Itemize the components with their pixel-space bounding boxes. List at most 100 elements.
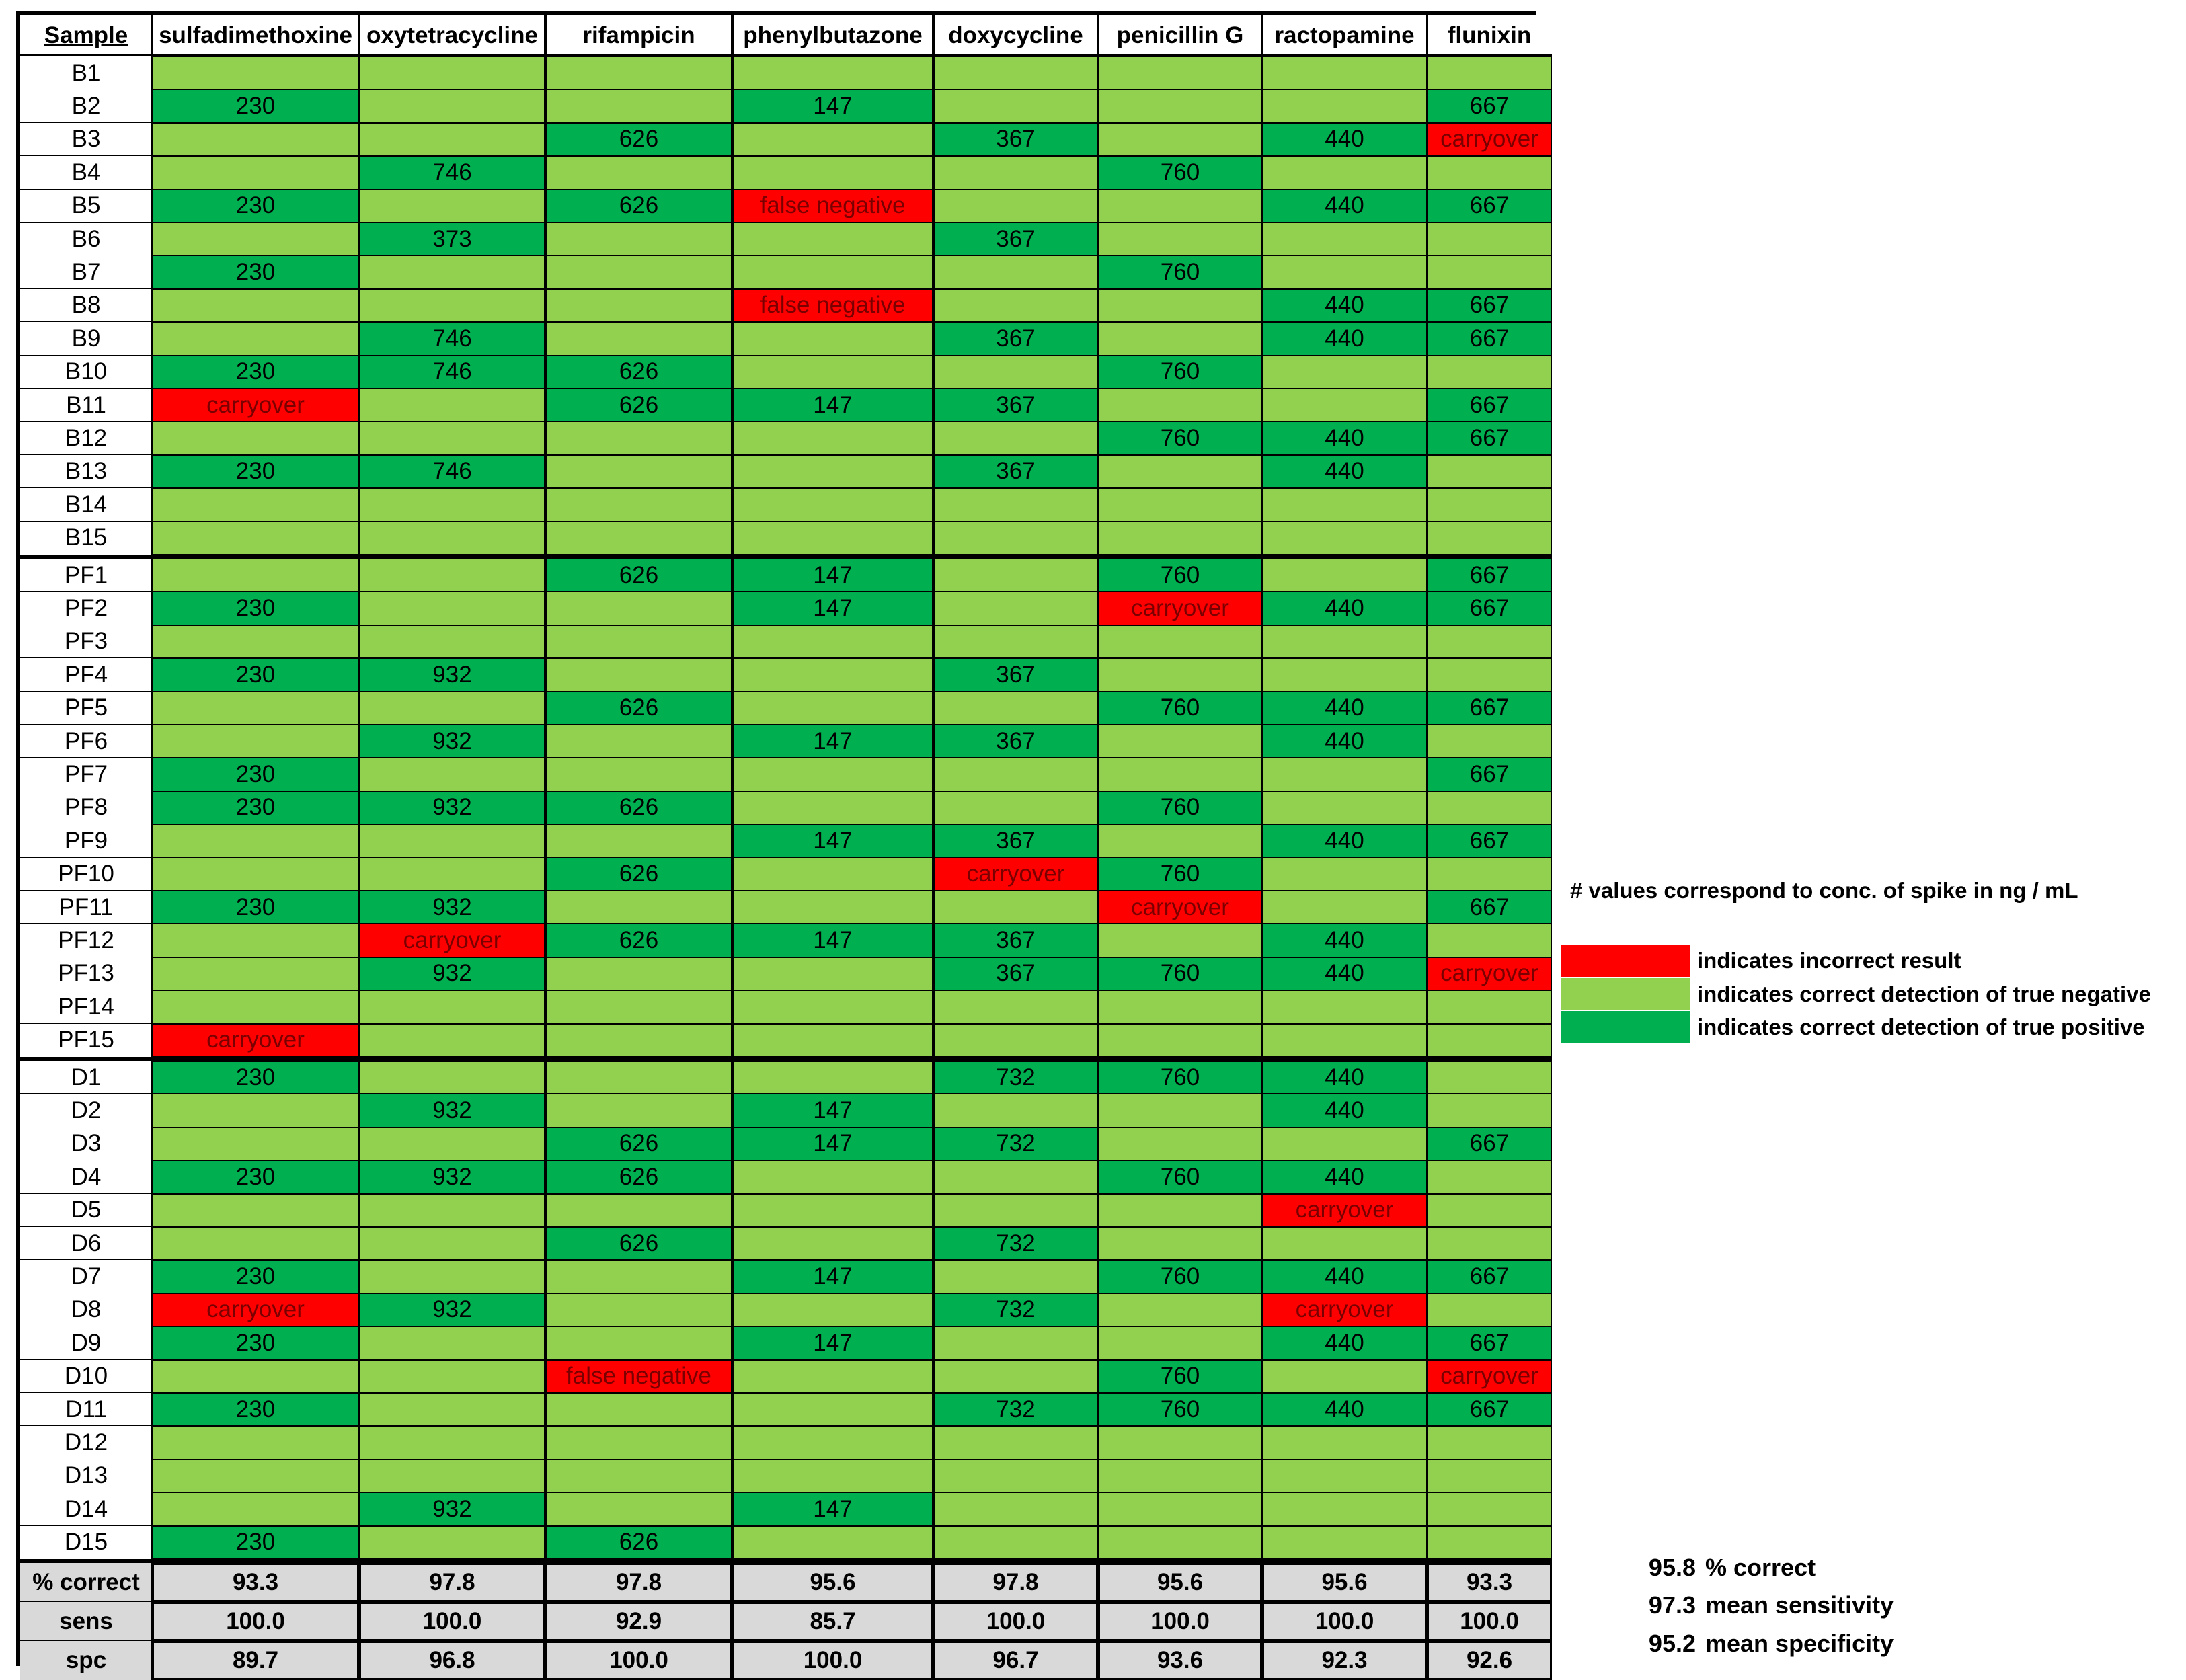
sample-label: PF5 bbox=[20, 691, 152, 725]
result-cell-neg bbox=[732, 521, 933, 555]
result-cell-pos: 230 bbox=[152, 1525, 359, 1559]
result-cell-pos: 230 bbox=[152, 1061, 359, 1094]
sample-label: D10 bbox=[20, 1359, 152, 1393]
result-cell-neg bbox=[545, 1094, 732, 1127]
result-cell-neg bbox=[1427, 625, 1552, 659]
sample-label: B9 bbox=[20, 322, 152, 356]
result-cell-neg bbox=[359, 824, 545, 858]
sample-label: B2 bbox=[20, 89, 152, 123]
result-cell-neg bbox=[1098, 1459, 1262, 1493]
result-cell-pos: 667 bbox=[1427, 592, 1552, 625]
result-cell-neg bbox=[933, 156, 1098, 190]
result-cell-neg bbox=[933, 1426, 1098, 1459]
result-cell-pos: 230 bbox=[152, 1160, 359, 1194]
column-header-penicillin-g: penicillin G bbox=[1098, 15, 1262, 56]
result-cell-bad: carryover bbox=[1262, 1193, 1427, 1227]
result-cell-pos: 367 bbox=[933, 322, 1098, 356]
result-cell-bad: false negative bbox=[732, 189, 933, 223]
result-cell-neg bbox=[1098, 454, 1262, 489]
result-cell-neg bbox=[359, 1393, 545, 1427]
result-cell-pos: 367 bbox=[933, 957, 1098, 991]
result-cell-pos: 367 bbox=[933, 223, 1098, 256]
result-cell-neg bbox=[152, 559, 359, 592]
sample-label: B10 bbox=[20, 355, 152, 389]
result-cell-neg bbox=[1427, 1227, 1552, 1261]
result-cell-pos: 230 bbox=[152, 891, 359, 924]
result-cell-neg bbox=[1098, 725, 1262, 758]
summary-value: 95.6 bbox=[1262, 1563, 1427, 1602]
result-cell-neg bbox=[933, 990, 1098, 1024]
sample-label: PF3 bbox=[20, 625, 152, 659]
column-header-oxytetracycline: oxytetracycline bbox=[359, 15, 545, 56]
result-cell-neg bbox=[1098, 990, 1262, 1024]
result-cell-neg bbox=[359, 625, 545, 659]
sample-label: PF8 bbox=[20, 791, 152, 825]
result-cell-pos: 367 bbox=[933, 725, 1098, 758]
result-cell-neg bbox=[152, 1426, 359, 1459]
legend-label-incorrect: indicates incorrect result bbox=[1697, 948, 1961, 973]
result-cell-neg bbox=[359, 1326, 545, 1360]
result-cell-pos: 147 bbox=[732, 592, 933, 625]
result-cell-neg bbox=[152, 1459, 359, 1493]
legend-swatch-incorrect bbox=[1561, 945, 1690, 977]
result-cell-pos: 667 bbox=[1427, 422, 1552, 455]
result-cell-neg bbox=[1427, 521, 1552, 555]
result-cell-neg bbox=[359, 691, 545, 725]
result-cell-pos: 230 bbox=[152, 1260, 359, 1293]
sample-label: PF13 bbox=[20, 957, 152, 991]
summary-label: spc bbox=[20, 1641, 152, 1680]
sample-label: PF14 bbox=[20, 990, 152, 1024]
result-cell-neg bbox=[359, 189, 545, 223]
result-cell-neg bbox=[1098, 658, 1262, 692]
result-cell-neg bbox=[545, 758, 732, 791]
result-cell-pos: 440 bbox=[1262, 1393, 1427, 1427]
result-cell-neg bbox=[152, 1127, 359, 1161]
result-cell-pos: 667 bbox=[1427, 559, 1552, 592]
result-cell-neg bbox=[1098, 924, 1262, 957]
result-cell-pos: 147 bbox=[732, 1094, 933, 1127]
summary-value: 100.0 bbox=[545, 1641, 732, 1680]
result-cell-neg bbox=[152, 1227, 359, 1261]
result-cell-neg bbox=[545, 1193, 732, 1227]
result-cell-neg bbox=[1262, 758, 1427, 791]
summary-value: 97.8 bbox=[933, 1563, 1098, 1602]
result-cell-neg bbox=[732, 1227, 933, 1261]
result-cell-neg bbox=[732, 1459, 933, 1493]
summary-value: 95.6 bbox=[1098, 1563, 1262, 1602]
summary-value: 100.0 bbox=[933, 1602, 1098, 1641]
result-cell-pos: 760 bbox=[1098, 1260, 1262, 1293]
result-cell-pos: 667 bbox=[1427, 322, 1552, 356]
column-header-doxycycline: doxycycline bbox=[933, 15, 1098, 56]
result-cell-neg bbox=[152, 625, 359, 659]
result-cell-pos: 230 bbox=[152, 1326, 359, 1360]
mean-specificity-value: 95.2 bbox=[1648, 1630, 1696, 1657]
legend-label-true-negative: indicates correct detection of true nega… bbox=[1697, 982, 2151, 1006]
result-cell-pos: 230 bbox=[152, 592, 359, 625]
result-cell-neg bbox=[732, 122, 933, 157]
result-cell-neg bbox=[1098, 89, 1262, 123]
result-cell-neg bbox=[732, 1160, 933, 1194]
result-cell-neg bbox=[933, 1326, 1098, 1360]
result-cell-neg bbox=[1427, 156, 1552, 190]
result-cell-neg bbox=[732, 1525, 933, 1559]
result-cell-neg bbox=[152, 1193, 359, 1227]
result-cell-neg bbox=[1262, 1227, 1427, 1261]
result-cell-neg bbox=[359, 56, 545, 90]
result-cell-pos: 760 bbox=[1098, 156, 1262, 190]
result-cell-pos: 667 bbox=[1427, 891, 1552, 924]
result-cell-neg bbox=[359, 422, 545, 455]
result-cell-neg bbox=[933, 758, 1098, 791]
sample-label: B7 bbox=[20, 255, 152, 289]
result-cell-pos: 626 bbox=[545, 691, 732, 725]
sample-label: PF15 bbox=[20, 1023, 152, 1057]
result-cell-pos: 932 bbox=[359, 725, 545, 758]
result-cell-pos: 147 bbox=[732, 1492, 933, 1526]
result-cell-neg bbox=[933, 1193, 1098, 1227]
column-header-flunixin: flunixin bbox=[1427, 15, 1552, 56]
result-cell-neg bbox=[1098, 389, 1262, 422]
result-cell-neg bbox=[1262, 255, 1427, 289]
result-cell-pos: 230 bbox=[152, 758, 359, 791]
result-cell-pos: 746 bbox=[359, 355, 545, 389]
column-rule bbox=[731, 15, 734, 1680]
summary-value: 97.8 bbox=[545, 1563, 732, 1602]
